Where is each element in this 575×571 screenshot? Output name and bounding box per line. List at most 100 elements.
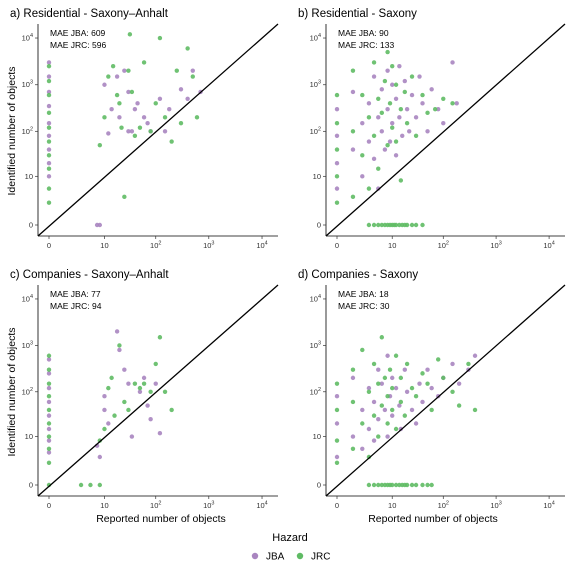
- point-jba: [382, 407, 388, 413]
- point-jrc: [122, 194, 127, 200]
- panel-1: 0 0 10 10 102 102 103 103 104 104 a) Residential -…: [10, 8, 279, 250]
- point-jba: [97, 222, 103, 228]
- point-jba: [425, 129, 430, 134]
- point-jba: [376, 186, 381, 191]
- panel-4: 0 0 10 10 102 102 103 103 104 104 d) Companies - S…: [298, 269, 566, 510]
- point-jba: [46, 103, 52, 109]
- point-jrc: [379, 110, 385, 116]
- point-jba: [382, 147, 388, 152]
- point-jrc: [153, 101, 158, 106]
- point-jba: [334, 454, 340, 460]
- point-jrc: [366, 222, 372, 228]
- point-jrc: [334, 407, 340, 413]
- point-jba: [379, 87, 385, 92]
- point-jba: [334, 133, 340, 138]
- point-jrc: [46, 446, 52, 452]
- point-jba: [371, 438, 377, 443]
- x-tick-label: 0: [47, 501, 51, 510]
- point-jba: [404, 106, 410, 112]
- point-jba: [334, 421, 340, 426]
- point-jrc: [46, 381, 52, 386]
- point-jba: [366, 101, 372, 106]
- point-jba: [135, 101, 140, 106]
- point-jrc: [398, 106, 404, 112]
- y-tick-label: 0: [29, 221, 33, 230]
- point-jrc: [398, 178, 404, 183]
- point-jba: [129, 129, 135, 134]
- point-jba: [360, 446, 365, 452]
- point-jrc: [162, 115, 168, 120]
- x-tick-label: 104: [256, 501, 267, 511]
- point-jrc: [429, 407, 434, 413]
- point-jrc: [404, 120, 410, 126]
- point-jba: [402, 78, 408, 84]
- point-jrc: [390, 63, 395, 69]
- point-jba: [350, 375, 356, 381]
- point-jba: [46, 450, 52, 455]
- point-jrc: [46, 186, 52, 191]
- y-axis-label-bottom: Identified number of objects: [6, 328, 18, 457]
- point-jrc: [350, 367, 356, 372]
- reference-line: [37, 284, 279, 497]
- point-jrc: [350, 446, 356, 452]
- point-jrc: [102, 115, 107, 120]
- y-tick-label: 10: [25, 172, 33, 181]
- point-jrc: [376, 381, 381, 386]
- point-jba: [153, 381, 158, 386]
- point-jrc: [409, 222, 415, 228]
- mae-annotation: MAE JRC: 94: [50, 301, 102, 311]
- point-jrc: [122, 399, 127, 405]
- point-jba: [106, 421, 111, 426]
- x-tick-label: 102: [150, 501, 161, 511]
- point-jba: [385, 106, 390, 112]
- point-jrc: [174, 68, 179, 73]
- point-jrc: [387, 101, 393, 106]
- point-jrc: [456, 403, 462, 408]
- panel-2: 0 0 10 10 102 102 103 103 104 104 b) Residential -…: [298, 8, 566, 251]
- point-jrc: [132, 133, 138, 138]
- x-tick-label: 10: [388, 241, 396, 250]
- point-jrc: [334, 460, 340, 466]
- point-jrc: [46, 78, 52, 84]
- point-jba: [334, 160, 340, 166]
- point-jba: [409, 92, 415, 98]
- point-jrc: [110, 63, 116, 69]
- point-jrc: [425, 482, 430, 488]
- point-jba: [366, 385, 372, 391]
- y-tick-label: 10: [313, 432, 321, 441]
- y-tick-label: 103: [22, 80, 33, 90]
- point-jrc: [385, 142, 390, 148]
- y-tick-label: 104: [22, 33, 33, 43]
- x-tick-label: 102: [438, 241, 449, 251]
- point-jrc: [425, 110, 430, 116]
- point-jba: [46, 74, 52, 79]
- point-jrc: [46, 460, 52, 466]
- point-jrc: [432, 106, 438, 112]
- point-jrc: [350, 399, 356, 405]
- panels: 0 0 10 10 102 102 103 103 104 104 a) Residential -…: [10, 8, 566, 511]
- point-jrc: [350, 194, 356, 200]
- point-jrc: [472, 407, 478, 413]
- point-jrc: [420, 92, 425, 98]
- point-jba: [376, 367, 381, 372]
- point-jrc: [46, 407, 52, 413]
- y-tick-label: 0: [317, 221, 321, 230]
- point-jrc: [409, 482, 415, 488]
- point-jrc: [169, 139, 174, 144]
- point-jrc: [387, 367, 393, 372]
- y-tick-label: 10: [25, 432, 33, 441]
- point-jrc: [398, 399, 404, 405]
- point-jba: [379, 129, 385, 134]
- point-jrc: [366, 482, 372, 488]
- point-jrc: [334, 120, 340, 126]
- x-tick-label: 103: [203, 501, 214, 511]
- y-tick-label: 102: [22, 126, 33, 136]
- point-jrc: [393, 426, 399, 432]
- point-jba: [162, 129, 168, 134]
- point-jrc: [46, 434, 52, 439]
- point-jba: [385, 434, 390, 439]
- point-jba: [360, 120, 365, 126]
- point-jba: [450, 361, 455, 367]
- point-jba: [126, 89, 131, 95]
